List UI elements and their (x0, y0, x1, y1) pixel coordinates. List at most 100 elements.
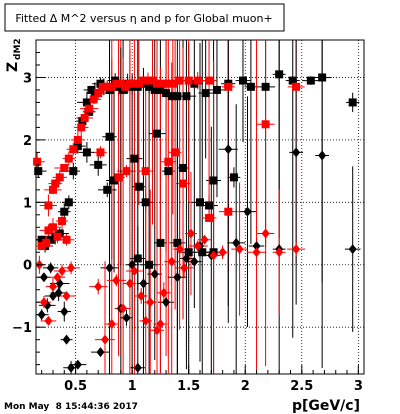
data-point-diamond (62, 334, 71, 345)
data-point-square (37, 235, 46, 244)
data-point-square (64, 154, 73, 163)
data-point-square (157, 79, 166, 88)
data-point-square (94, 160, 103, 169)
data-point-square (229, 173, 238, 182)
data-point-square (89, 95, 98, 104)
data-point-square (60, 163, 69, 172)
data-point-diamond (252, 241, 261, 252)
data-point-diamond (167, 256, 176, 267)
data-point-diamond (46, 262, 55, 273)
data-point-square (145, 260, 154, 269)
data-point-diamond (67, 362, 76, 373)
data-point-square (201, 89, 210, 98)
data-point-diamond (60, 306, 69, 317)
data-point-square (62, 235, 71, 244)
data-point-diamond (193, 241, 202, 252)
data-point-diamond (180, 262, 189, 273)
data-point-square (212, 85, 221, 94)
data-point-square (179, 163, 188, 172)
data-point-square (110, 176, 119, 185)
data-point-diamond (186, 228, 195, 239)
data-point-square (103, 185, 112, 194)
data-point-square (198, 248, 207, 257)
x-tick-label: 2.5 (290, 379, 313, 394)
data-point-square (168, 79, 177, 88)
data-point-diamond (133, 362, 142, 373)
data-point-square (69, 145, 78, 154)
data-point-square (112, 79, 121, 88)
data-point-square (69, 167, 78, 176)
data-point-square (55, 173, 64, 182)
data-point-square (82, 98, 91, 107)
data-point-square (348, 98, 357, 107)
data-point-square (153, 129, 162, 138)
data-point-diamond (44, 315, 53, 326)
data-point-square (261, 82, 270, 91)
chart-title: Fitted Δ M^2 versus η and p for Global m… (15, 12, 272, 25)
data-point-diamond (107, 319, 116, 330)
data-point-diamond (53, 272, 62, 283)
data-point-diamond (156, 319, 165, 330)
x-tick-label: 1 (128, 379, 137, 394)
data-point-diamond (39, 272, 48, 283)
data-point-square (139, 76, 148, 85)
data-point-diamond (162, 297, 171, 308)
data-point-square (48, 223, 57, 232)
data-point-square (103, 82, 112, 91)
data-point-square (173, 92, 182, 101)
y-tick-label: 1 (23, 196, 32, 211)
data-point-diamond (119, 303, 128, 314)
data-point-square (134, 182, 143, 191)
data-point-square (141, 167, 150, 176)
data-point-square (205, 213, 214, 222)
data-point-square (196, 198, 204, 207)
data-points (33, 70, 357, 373)
y-tick-label: 3 (23, 71, 32, 86)
data-point-diamond (292, 244, 301, 255)
data-point-diamond (175, 244, 184, 255)
y-axis-label: Z (5, 62, 21, 72)
data-point-diamond (190, 256, 199, 267)
data-point-square (318, 73, 327, 82)
x-tick-label: 2 (241, 379, 250, 394)
data-point-diamond (159, 287, 168, 298)
data-point-diamond (58, 265, 67, 276)
data-point-diamond (94, 281, 103, 292)
data-point-square (261, 120, 270, 129)
x-tick-label: 1.5 (177, 379, 200, 394)
data-point-diamond (130, 265, 139, 276)
data-point-square (82, 148, 91, 157)
data-point-diamond (275, 247, 284, 258)
data-point-square (182, 92, 191, 101)
data-point-square (73, 135, 82, 144)
data-point-diamond (232, 237, 241, 248)
data-point-square (224, 82, 233, 91)
data-point-square (58, 217, 67, 226)
data-point-square (175, 76, 184, 85)
data-point-square (122, 167, 131, 176)
data-point-diamond (243, 206, 252, 217)
data-point-diamond (209, 250, 218, 261)
data-point-square (107, 82, 116, 91)
data-point-square (209, 176, 218, 185)
data-point-square (171, 148, 180, 157)
data-point-square (145, 82, 154, 91)
data-point-diamond (141, 315, 150, 326)
data-point-diamond (261, 228, 270, 239)
data-point-diamond (224, 144, 233, 155)
data-point-diamond (218, 247, 227, 258)
data-point-diamond (67, 262, 76, 273)
data-point-diamond (252, 247, 261, 258)
data-point-square (44, 226, 53, 235)
data-point-diamond (112, 275, 121, 286)
data-point-square (85, 104, 94, 113)
data-point-diamond (200, 234, 209, 245)
data-point-square (53, 232, 62, 241)
data-point-diamond (105, 262, 114, 273)
data-point-diamond (48, 281, 57, 292)
data-point-diamond (37, 309, 46, 320)
y-tick-label: −1 (12, 321, 32, 336)
data-point-diamond (348, 244, 357, 255)
data-point-diamond (39, 297, 48, 308)
